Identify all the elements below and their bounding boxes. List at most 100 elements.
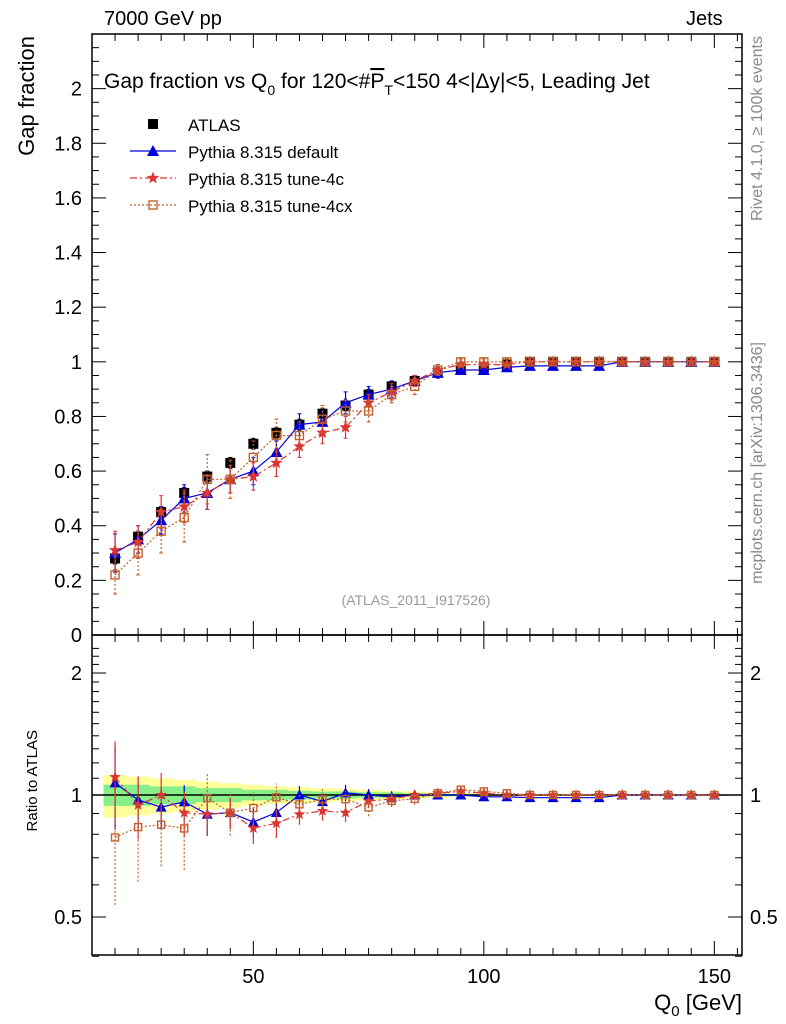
series-3-ratio-point — [479, 787, 489, 796]
series-3-ratio-point — [133, 822, 143, 832]
series-3-point — [110, 570, 120, 580]
series-3-ratio-point — [664, 790, 673, 800]
y-tick-label-main: 1 — [71, 352, 82, 374]
series-1-main — [109, 355, 721, 573]
series-1-ratio-point — [455, 789, 467, 800]
series-2-point — [293, 440, 306, 452]
series-0-point — [225, 457, 236, 468]
series-2-point — [247, 470, 260, 482]
series-3-ratio-point — [341, 795, 350, 804]
series-2-ratio-point — [270, 817, 283, 829]
series-3-ratio-point — [687, 790, 696, 800]
series-0-point — [248, 438, 259, 449]
x-tick-label: 100 — [467, 966, 500, 988]
series-3-point — [548, 357, 558, 367]
y-tick-label-ratio-left: 0.5 — [54, 907, 82, 929]
series-2-point — [362, 396, 375, 409]
series-3-ratio-point — [387, 796, 396, 806]
y-axis-label-ratio: Ratio to ATLAS — [24, 730, 41, 831]
series-2-ratio-point — [109, 771, 121, 782]
y-tick-label-main: 1.8 — [54, 133, 82, 155]
legend-label-2: Pythia 8.315 tune-4c — [188, 170, 344, 189]
series-3-ratio-point — [179, 824, 189, 833]
y-tick-label-ratio-left: 1 — [71, 785, 82, 807]
series-3-ratio-point — [156, 820, 166, 829]
series-2-point — [270, 456, 283, 469]
series-3-ratio — [110, 772, 719, 905]
series-3-ratio-point — [617, 790, 627, 800]
main-plot-area — [108, 355, 721, 595]
series-3-ratio-point — [548, 790, 558, 800]
chart-title: Gap fraction vs Q0 for 120<#PT<150 4<|Δy… — [104, 70, 650, 98]
series-3-ratio-point — [226, 808, 235, 817]
y-axis-label-main: Gap fraction — [14, 36, 39, 156]
series-3-ratio-point — [640, 790, 650, 800]
series-3-point — [248, 452, 259, 463]
series-3-ratio-point — [295, 800, 304, 809]
legend-label-0: ATLAS — [188, 116, 241, 135]
x-tick-label: 50 — [242, 966, 264, 988]
y-tick-label-main: 0 — [71, 625, 82, 647]
series-3-point — [571, 357, 581, 367]
legend-label-3: Pythia 8.315 tune-4cx — [188, 197, 353, 216]
ratio-plot-area — [92, 741, 742, 905]
y-tick-label-ratio-right: 0.5 — [750, 907, 778, 929]
series-3-ratio-point — [110, 833, 120, 842]
series-3-ratio-point — [433, 788, 442, 798]
series-3-point — [340, 406, 351, 416]
series-3-point — [202, 474, 212, 484]
series-1-ratio-point — [293, 789, 305, 800]
jets-label: Jets — [686, 8, 723, 30]
series-3-point — [617, 357, 627, 367]
series-3-ratio-point — [571, 790, 581, 800]
series-1-point — [339, 396, 352, 408]
series-2-point — [339, 420, 352, 433]
series-2-ratio-point — [293, 808, 306, 820]
series-3-ratio-point — [456, 785, 465, 794]
series-3-point — [686, 357, 696, 367]
series-3-point — [271, 430, 282, 441]
y-tick-label-ratio-left: 2 — [71, 663, 82, 685]
analysis-id: (ATLAS_2011_I917526) — [342, 592, 491, 608]
series-3-ratio-point — [410, 794, 419, 804]
series-3-point — [133, 548, 143, 558]
series-2-point — [201, 486, 214, 499]
x-axis-label: Q0 [GeV] — [654, 990, 742, 1020]
series-3-point — [363, 406, 374, 416]
series-3-ratio-point — [249, 803, 258, 813]
series-1-point — [454, 364, 467, 376]
series-3-point — [156, 526, 166, 536]
series-1-ratio-point — [340, 787, 352, 798]
y-tick-label-main: 2 — [71, 79, 82, 101]
series-3-ratio-point — [203, 793, 212, 803]
mcplots-label: mcplots.cern.ch [arXiv:1306.3436] — [749, 342, 766, 584]
series-3-point — [179, 512, 189, 523]
y-tick-label-main: 0.8 — [54, 406, 82, 428]
series-3-ratio-point — [710, 790, 719, 800]
series-3-point — [386, 389, 397, 400]
y-tick-label-main: 0.6 — [54, 461, 82, 483]
rivet-version-label: Rivet 4.1.0, ≥ 100k events — [749, 36, 766, 221]
y-tick-label-main: 0.4 — [54, 516, 82, 538]
legend-marker-3 — [148, 200, 158, 210]
series-3-point — [225, 474, 235, 484]
series-3-point — [456, 357, 466, 367]
series-2-point — [224, 472, 237, 485]
series-2-main — [108, 355, 721, 570]
y-tick-label-main: 0.2 — [54, 570, 82, 592]
series-2-ratio-point — [201, 808, 213, 820]
series-3-point — [640, 357, 650, 367]
series-2-ratio-point — [155, 789, 167, 800]
series-3-point — [663, 357, 673, 367]
series-2-ratio-point — [362, 795, 375, 806]
series-3-ratio-point — [318, 795, 327, 804]
x-tick-label: 150 — [698, 966, 731, 988]
series-3-point — [409, 381, 420, 392]
legend-marker-2 — [146, 171, 160, 184]
series-2-line — [114, 361, 715, 551]
series-2-point — [108, 543, 122, 556]
legend-marker-0 — [148, 119, 158, 129]
series-3-ratio-point — [364, 803, 373, 812]
y-tick-label-ratio-right: 1 — [750, 785, 761, 807]
series-0-point — [271, 427, 282, 438]
